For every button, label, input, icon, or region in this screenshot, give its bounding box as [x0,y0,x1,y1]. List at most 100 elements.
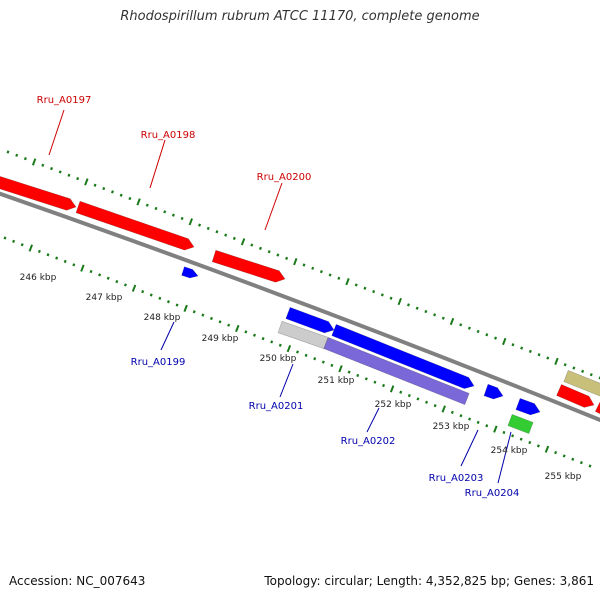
minor-tick [180,216,184,221]
gene-label-rru-a0200[interactable]: Rru_A0200 [257,172,312,183]
minor-tick [572,366,576,370]
minor-tick [192,310,196,314]
minor-tick [476,420,480,425]
minor-tick [511,343,515,347]
minor-tick [354,283,358,287]
minor-tick [380,293,384,297]
gene-label-rru-a0204[interactable]: Rru_A0204 [465,488,520,499]
major-tick [502,337,507,346]
minor-tick [89,269,93,274]
gene-feature-blue-small[interactable] [515,398,541,416]
minor-tick [519,437,523,441]
gene-label-rru-a0198[interactable]: Rru_A0198 [141,130,196,141]
minor-tick [296,350,299,354]
major-tick [554,357,559,366]
minor-tick [494,336,498,340]
gene-feature-rru-a0202[interactable] [323,337,470,405]
minor-tick [37,249,41,254]
minor-tick [581,369,585,373]
major-tick [80,264,85,272]
label-leader-line [149,139,166,189]
minor-tick [424,309,428,314]
minor-tick [110,190,114,194]
major-tick [397,297,402,306]
minor-tick [415,306,419,310]
gene-feature-rru-a0199[interactable] [181,266,199,279]
kbp-label: 248 kbp [144,313,181,323]
minor-tick [206,226,210,231]
minor-tick [459,323,463,327]
minor-tick [554,450,558,455]
minor-tick [528,349,532,354]
minor-tick [76,176,80,181]
minor-tick [166,300,170,304]
minor-tick [589,373,593,377]
gene-feature-forward-edge[interactable] [594,401,600,416]
kbp-label: 255 kbp [545,472,582,482]
gene-feature-forward[interactable] [556,384,595,408]
minor-tick [364,377,368,381]
gene-feature-rru-a0204[interactable] [507,414,534,434]
minor-tick [328,273,332,277]
minor-tick [158,296,162,300]
major-tick [28,244,34,252]
minor-tick [537,353,541,357]
minor-tick [58,170,62,174]
minor-tick [502,430,506,435]
major-tick [240,238,246,246]
gene-feature-rru-a0198[interactable] [75,200,195,251]
minor-tick [250,243,254,247]
minor-tick [425,400,429,404]
minor-tick [588,464,592,468]
label-leaders [48,109,512,484]
accession-text: Accession: NC_007643 [9,574,146,588]
minor-tick [261,336,265,341]
minor-tick [119,193,123,197]
gene-feature-rru-a0200[interactable] [211,249,286,283]
gene-label-rru-a0197[interactable]: Rru_A0197 [37,95,92,106]
minor-tick [467,326,471,330]
minor-tick [536,444,540,448]
gene-feature-rru-a0203[interactable] [483,383,504,400]
gene-feature-rru-a0197[interactable] [0,175,77,211]
gene-label-rru-a0202[interactable]: Rru_A0202 [341,436,396,447]
major-tick [544,445,550,453]
kbp-label: 249 kbp [202,334,239,344]
kbp-label: 250 kbp [260,354,297,364]
labels: 246 kbp 247 kbp 248 kbp 249 kbp 250 kbp 251 k… [20,95,582,499]
gene-feature-khaki[interactable] [563,370,600,397]
minor-tick [218,320,222,324]
gene-feature-gray[interactable] [277,320,329,350]
minor-tick [406,303,410,307]
minor-tick [356,373,360,378]
gene-label-rru-a0203[interactable]: Rru_A0203 [429,473,484,484]
kbp-label: 247 kbp [86,293,123,303]
minor-tick [433,404,437,408]
gene-label-rru-a0201[interactable]: Rru_A0201 [249,401,304,412]
minor-tick [267,250,271,254]
major-tick [293,258,298,266]
gene-feature-blue-short[interactable] [285,307,335,334]
minor-tick [141,290,145,294]
minor-tick [311,266,315,270]
minor-tick [579,461,583,465]
minor-tick [433,313,437,317]
tick-marks [3,150,600,468]
gene-features[interactable] [0,175,600,434]
minor-tick [319,270,323,274]
minor-tick [270,340,274,344]
minor-tick [528,440,532,445]
kbp-label: 246 kbp [20,273,57,283]
minor-tick [198,223,202,227]
gene-label-rru-a0199[interactable]: Rru_A0199 [131,357,186,368]
major-tick [188,218,194,226]
minor-tick [278,343,282,347]
major-tick [441,405,446,413]
major-tick [235,324,240,333]
minor-tick [123,283,127,287]
minor-tick [201,313,205,317]
major-tick [183,304,188,313]
gene-feature-rru-a0201[interactable] [331,324,475,389]
kbp-label: 254 kbp [491,446,528,456]
